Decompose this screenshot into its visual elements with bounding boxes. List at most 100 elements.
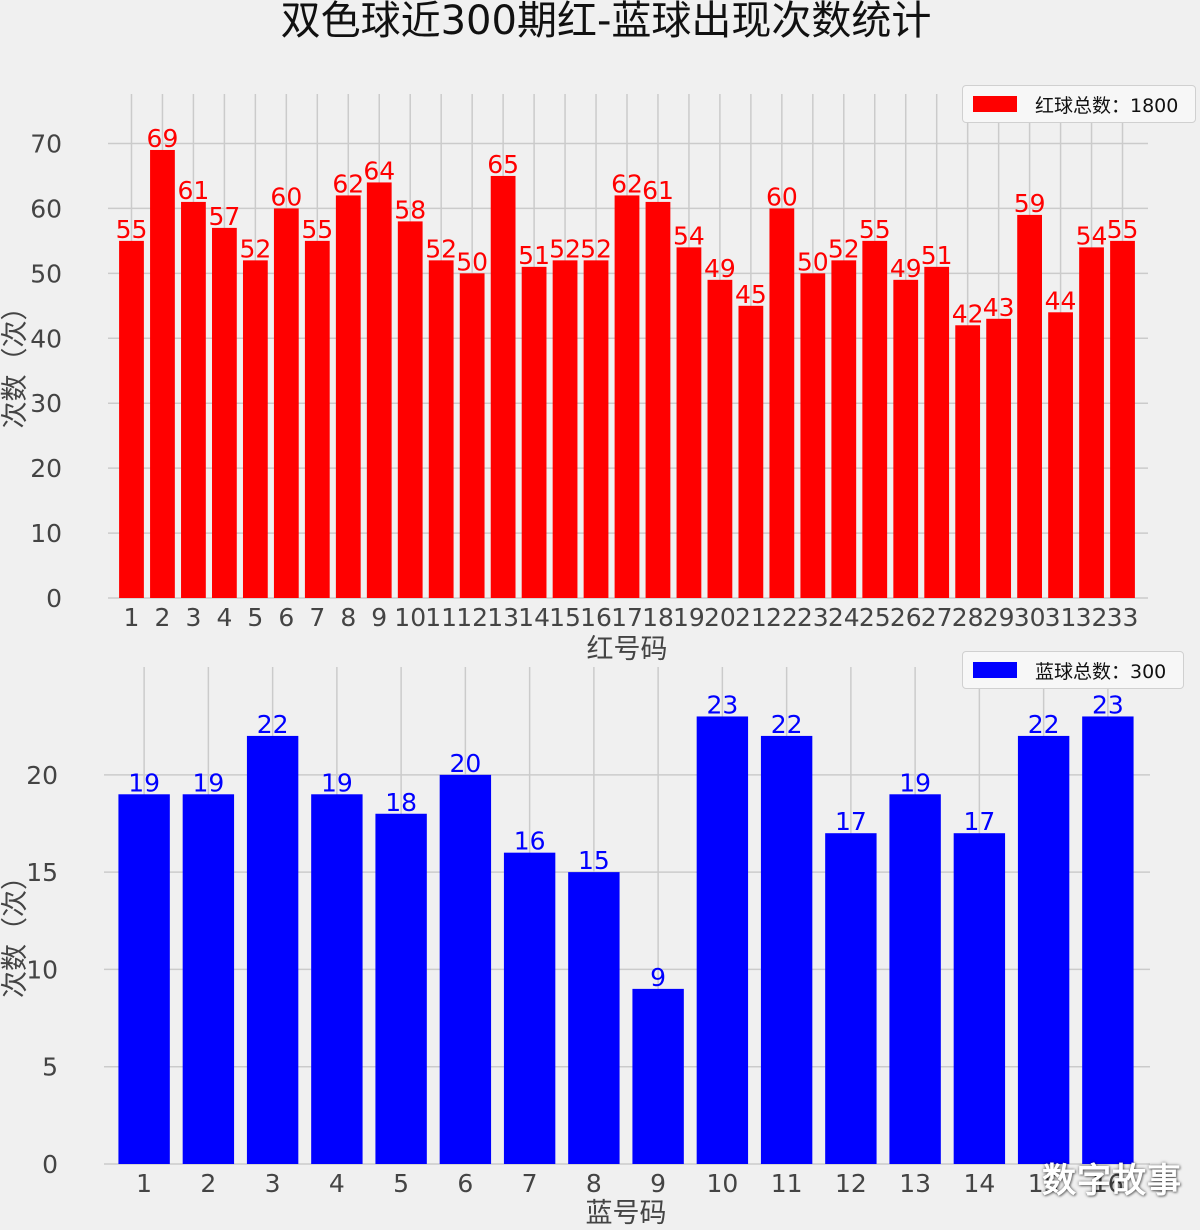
red-bar — [459, 273, 485, 598]
red-value-label: 61 — [642, 176, 674, 205]
red-value-label: 62 — [332, 169, 364, 198]
blue-xtick-label: 2 — [200, 1169, 216, 1198]
blue-bar — [760, 735, 813, 1164]
blue-bar — [953, 833, 1006, 1164]
blue-bar — [311, 794, 363, 1164]
blue-xtick-label: 8 — [586, 1169, 602, 1198]
red-value-label: 52 — [549, 234, 581, 263]
blue-value-label: 19 — [899, 768, 931, 797]
red-bar — [707, 279, 733, 598]
red-value-label: 43 — [983, 293, 1015, 322]
red-xtick-label: 10 — [394, 603, 426, 632]
blue-ytick-label: 20 — [26, 761, 58, 790]
red-xtick-label: 12 — [456, 603, 488, 632]
red-ytick-label: 10 — [30, 519, 62, 548]
red-bar — [366, 182, 392, 598]
red-value-label: 49 — [704, 254, 736, 283]
red-value-label: 65 — [487, 150, 519, 179]
blue-xtick-label: 14 — [963, 1169, 995, 1198]
red-bar — [583, 260, 609, 598]
blue-bar — [568, 872, 620, 1164]
blue-xtick-label: 9 — [650, 1169, 666, 1198]
red-value-label: 59 — [1014, 189, 1046, 218]
red-value-label: 52 — [425, 234, 457, 263]
red-value-label: 49 — [890, 254, 922, 283]
red-legend-swatch — [973, 96, 1017, 112]
blue-ytick-label: 10 — [26, 955, 58, 984]
red-xtick-label: 1 — [124, 603, 140, 632]
blue-ylabel: 次数（次） — [0, 863, 31, 998]
blue-xlabel: 蓝号码 — [586, 1198, 667, 1229]
blue-xtick-label: 6 — [457, 1169, 473, 1198]
red-bar — [242, 260, 268, 598]
red-xtick-label: 7 — [309, 603, 325, 632]
blue-xtick-label: 3 — [265, 1169, 281, 1198]
red-ytick-label: 0 — [46, 584, 62, 613]
red-xtick-label: 27 — [921, 603, 953, 632]
red-ylabel: 次数（次） — [0, 294, 31, 429]
blue-legend-swatch — [973, 662, 1017, 678]
blue-xtick-label: 7 — [522, 1169, 538, 1198]
red-xtick-label: 17 — [611, 603, 643, 632]
red-xtick-label: 6 — [278, 603, 294, 632]
red-bar — [521, 266, 547, 598]
blue-ytick-label: 5 — [42, 1053, 58, 1082]
red-xtick-label: 9 — [371, 603, 387, 632]
blue-value-label: 23 — [1092, 690, 1124, 719]
red-xtick-label: 24 — [828, 603, 860, 632]
red-xlabel: 红号码 — [587, 634, 668, 665]
red-xtick-label: 11 — [425, 603, 457, 632]
blue-bar — [696, 716, 749, 1164]
red-value-label: 52 — [828, 234, 860, 263]
blue-bar — [889, 794, 941, 1164]
blue-ytick-label: 15 — [26, 858, 58, 887]
red-bar — [397, 221, 423, 598]
red-value-label: 58 — [394, 195, 426, 224]
red-xtick-label: 5 — [247, 603, 263, 632]
red-xtick-label: 4 — [216, 603, 232, 632]
blue-value-label: 19 — [321, 768, 353, 797]
red-xtick-label: 30 — [1014, 603, 1046, 632]
red-value-label: 54 — [673, 221, 705, 250]
blue-bar — [1017, 735, 1070, 1164]
red-xtick-label: 28 — [952, 603, 984, 632]
blue-bar — [375, 813, 427, 1164]
blue-value-label: 19 — [128, 768, 160, 797]
red-xtick-label: 19 — [673, 603, 705, 632]
red-ytick-label: 30 — [30, 389, 62, 418]
blue-value-label: 20 — [449, 749, 481, 778]
red-bar — [1048, 312, 1073, 598]
red-bar — [273, 208, 299, 599]
blue-legend: 蓝球总数：300 — [962, 651, 1184, 689]
red-value-label: 54 — [1076, 221, 1108, 250]
blue-value-label: 15 — [578, 846, 610, 875]
red-bar — [212, 227, 237, 598]
red-value-label: 51 — [921, 241, 953, 270]
blue-xtick-label: 16 — [1092, 1169, 1124, 1198]
red-value-label: 69 — [147, 124, 179, 153]
red-chart: 0102030405060705516926135745256065576286… — [0, 94, 1148, 665]
blue-bar — [439, 774, 492, 1164]
red-value-label: 55 — [1107, 215, 1139, 244]
red-value-label: 45 — [735, 280, 767, 309]
red-xtick-label: 21 — [735, 603, 767, 632]
red-value-label: 60 — [270, 182, 302, 211]
red-xtick-label: 25 — [859, 603, 891, 632]
red-bar — [181, 201, 206, 599]
red-xtick-label: 16 — [580, 603, 612, 632]
red-bar — [800, 273, 826, 598]
red-value-label: 50 — [456, 247, 488, 276]
blue-value-label: 16 — [514, 827, 546, 856]
red-bar — [119, 240, 144, 598]
red-xtick-label: 32 — [1076, 603, 1108, 632]
red-bar — [614, 195, 640, 598]
red-ytick-label: 40 — [30, 324, 62, 353]
red-value-label: 51 — [518, 241, 550, 270]
blue-bar — [182, 794, 235, 1164]
red-ytick-label: 60 — [30, 194, 62, 223]
blue-xtick-label: 1 — [136, 1169, 152, 1198]
blue-value-label: 19 — [192, 768, 224, 797]
red-value-label: 60 — [766, 182, 798, 211]
